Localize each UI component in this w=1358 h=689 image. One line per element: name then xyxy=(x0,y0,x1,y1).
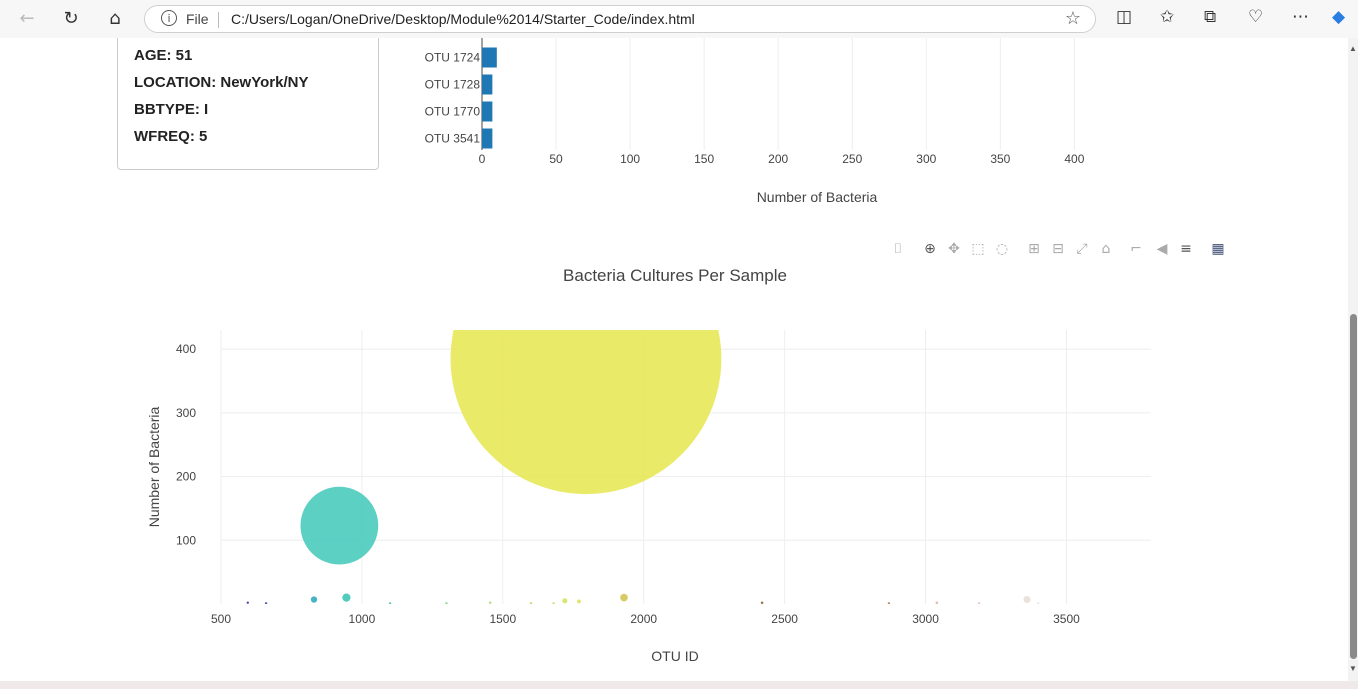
home-icon[interactable]: ⌂ xyxy=(109,8,121,29)
scrollbar-thumb[interactable] xyxy=(1350,314,1357,659)
bubble xyxy=(488,601,492,604)
bar-category-label: OTU 1728 xyxy=(425,78,481,92)
bar-x-tick-label: 350 xyxy=(990,152,1010,166)
reset-axes-icon[interactable]: ⌂ xyxy=(1101,241,1111,257)
bubble xyxy=(576,599,581,604)
bubble-x-axis-label: OTU ID xyxy=(651,648,698,664)
bubble xyxy=(1023,596,1031,604)
bubble xyxy=(935,601,939,604)
top-otu-bar-chart[interactable]: 0 50 100 150 200 250 300 350 400 OTU 1724 OTU 1728… xyxy=(390,38,1130,213)
page-content: AGE: 51 LOCATION: NewYork/NY BBTYPE: I W… xyxy=(0,38,1348,682)
info-icon[interactable]: i xyxy=(161,10,177,26)
favorite-star-icon[interactable]: ☆ xyxy=(1064,8,1081,29)
bar-category-label: OTU 1770 xyxy=(425,105,481,119)
bubble xyxy=(300,486,379,565)
bubble xyxy=(887,602,891,604)
file-label: File xyxy=(186,11,209,27)
bubble-x-tick-label: 500 xyxy=(211,612,231,626)
bubble-y-axis-label: Number of Bacteria xyxy=(146,406,162,527)
bar-x-tick-label: 150 xyxy=(694,152,714,166)
bubble-marks xyxy=(246,330,1040,604)
bubble xyxy=(552,602,555,604)
camera-icon[interactable]: ⌷ xyxy=(893,241,903,257)
bar xyxy=(482,74,493,95)
address-divider xyxy=(218,12,219,28)
hover-compare-icon[interactable]: ≡ xyxy=(1180,241,1192,257)
bubble xyxy=(388,602,392,604)
bubble xyxy=(264,602,268,604)
bar-x-tick-label: 200 xyxy=(768,152,788,166)
demographic-info-panel: AGE: 51 LOCATION: NewYork/NY BBTYPE: I W… xyxy=(117,38,379,170)
metadata-age: AGE: 51 xyxy=(134,47,193,64)
bubble-y-tick-label: 400 xyxy=(176,342,196,356)
bar-x-tick-label: 300 xyxy=(916,152,936,166)
bubble xyxy=(1037,602,1040,604)
bubble xyxy=(562,598,568,604)
pan-icon[interactable]: ✥ xyxy=(948,241,960,257)
zoom-icon[interactable]: ⊕ xyxy=(924,241,936,257)
scroll-up-icon[interactable]: ▲ xyxy=(1349,44,1357,53)
bubble xyxy=(445,602,448,604)
bubble xyxy=(450,330,722,495)
bubble xyxy=(977,602,981,604)
bubble-y-tick-label: 200 xyxy=(176,470,196,484)
bar-x-tick-label: 100 xyxy=(620,152,640,166)
more-options-icon[interactable]: ⋯ xyxy=(1292,7,1309,27)
split-screen-icon[interactable]: ◫ xyxy=(1116,7,1133,27)
bubble xyxy=(529,602,533,604)
bubble-y-tick-label: 100 xyxy=(176,533,196,547)
metadata-bbtype: BBTYPE: I xyxy=(134,101,209,118)
bubble-chart[interactable]: Bacteria Cultures Per Sample 500 1000 1500 2… xyxy=(130,260,1190,681)
browser-toolbar: ← ↻ ⌂ i File C:/Users/Logan/OneDrive/Des… xyxy=(0,0,1358,38)
bubble xyxy=(310,596,318,603)
bar-category-label: OTU 3541 xyxy=(425,132,481,146)
bar-x-tick-label: 400 xyxy=(1064,152,1084,166)
bubble-x-tick-label: 1500 xyxy=(489,612,516,626)
collections-icon[interactable]: ⧉ xyxy=(1204,7,1217,27)
bubble-x-tick-label: 1000 xyxy=(349,612,376,626)
lasso-select-icon[interactable]: ◌ xyxy=(995,241,1009,257)
bottom-edge xyxy=(0,681,1358,689)
bar-category-label: OTU 1724 xyxy=(425,51,481,65)
bar-x-tick-label: 50 xyxy=(549,152,563,166)
spike-lines-icon[interactable]: ⌐ xyxy=(1130,241,1142,257)
bar-x-tick-label: 0 xyxy=(479,152,486,166)
bubble-x-tick-label: 2500 xyxy=(771,612,798,626)
refresh-icon[interactable]: ↻ xyxy=(63,8,79,29)
url-text[interactable]: C:/Users/Logan/OneDrive/Desktop/Module%2… xyxy=(231,11,695,27)
bubble xyxy=(620,593,628,602)
bubble-chart-title: Bacteria Cultures Per Sample xyxy=(563,266,787,285)
browser-essentials-icon[interactable]: ♡ xyxy=(1248,7,1264,27)
bubble-x-tick-label: 3000 xyxy=(912,612,939,626)
back-icon[interactable]: ← xyxy=(19,8,35,29)
copilot-icon[interactable]: ◆ xyxy=(1332,7,1346,27)
metadata-wfreq: WFREQ: 5 xyxy=(134,128,208,145)
autoscale-icon[interactable]: ⤢ xyxy=(1076,241,1088,257)
plotly-logo-icon[interactable]: ▦ xyxy=(1211,241,1225,257)
box-select-icon[interactable]: ⬚ xyxy=(971,241,985,257)
favorites-icon[interactable]: ✩ xyxy=(1160,7,1175,27)
metadata-location: LOCATION: NewYork/NY xyxy=(134,74,309,91)
address-bar[interactable]: i File C:/Users/Logan/OneDrive/Desktop/M… xyxy=(144,5,1096,33)
bubble-y-tick-label: 300 xyxy=(176,406,196,420)
bubble-x-tick-label: 3500 xyxy=(1053,612,1080,626)
bubble-x-tick-label: 2000 xyxy=(630,612,657,626)
scroll-down-icon[interactable]: ▼ xyxy=(1349,664,1357,673)
zoom-in-icon[interactable]: ⊞ xyxy=(1028,241,1040,257)
bar-x-axis-label: Number of Bacteria xyxy=(757,189,878,205)
hover-closest-icon[interactable]: ◀ xyxy=(1156,241,1168,257)
bar xyxy=(482,101,493,122)
zoom-out-icon[interactable]: ⊟ xyxy=(1052,241,1064,257)
vertical-scrollbar[interactable]: ▲ ▼ xyxy=(1348,38,1358,681)
bar xyxy=(482,128,493,149)
bubble xyxy=(760,601,764,604)
bar xyxy=(482,47,497,68)
bar-x-tick-label: 250 xyxy=(842,152,862,166)
bubble xyxy=(246,601,249,604)
bubble xyxy=(342,593,351,602)
